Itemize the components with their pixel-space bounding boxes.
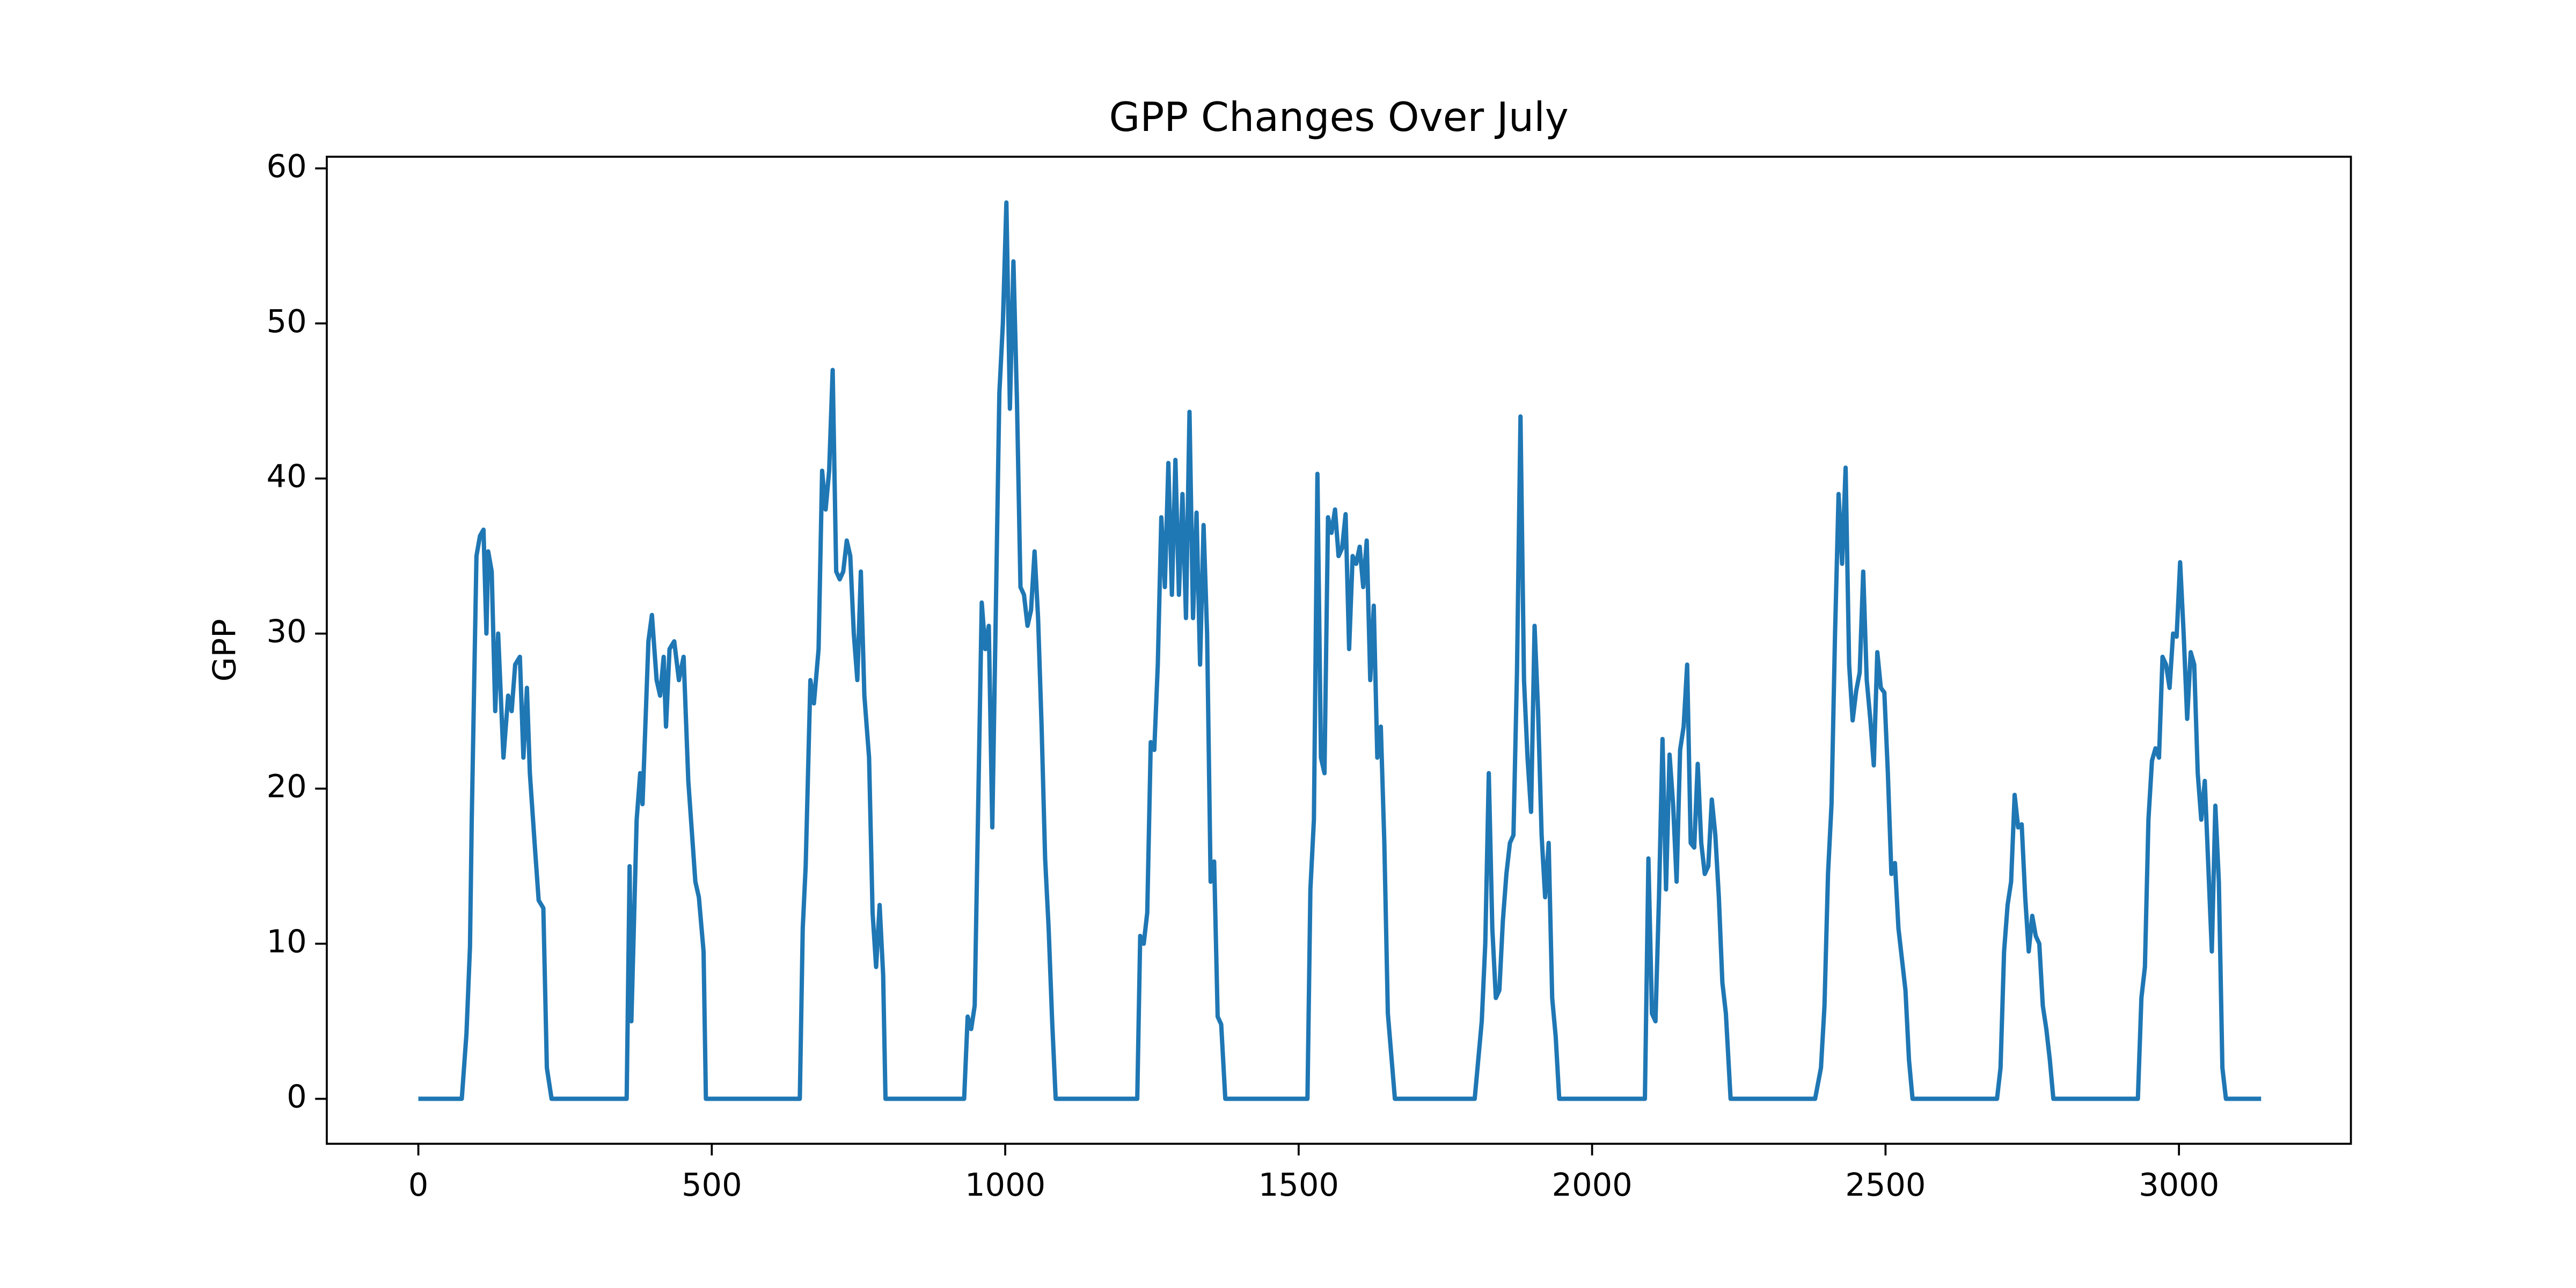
plot-frame	[326, 156, 2352, 1145]
y-tick-label: 30	[267, 613, 307, 650]
y-tick-label: 20	[267, 768, 307, 805]
data-line	[418, 200, 2262, 1101]
y-axis-label: GPP	[206, 619, 243, 682]
y-tick-label: 40	[267, 458, 307, 495]
y-tick-label: 50	[267, 303, 307, 340]
y-tick-label: 10	[267, 923, 307, 960]
chart-title: GPP Changes Over July	[1109, 94, 1569, 141]
x-tick-label: 3000	[2139, 1166, 2219, 1203]
x-tick-label: 2000	[1552, 1166, 1633, 1203]
x-tick-label: 500	[682, 1166, 742, 1203]
x-tick-label: 2500	[1845, 1166, 1926, 1203]
x-tick-label: 0	[408, 1166, 429, 1203]
x-tick-label: 1000	[965, 1166, 1045, 1203]
x-tick-label: 1500	[1258, 1166, 1339, 1203]
y-tick-label: 0	[287, 1078, 307, 1115]
y-tick-label: 60	[267, 148, 307, 185]
